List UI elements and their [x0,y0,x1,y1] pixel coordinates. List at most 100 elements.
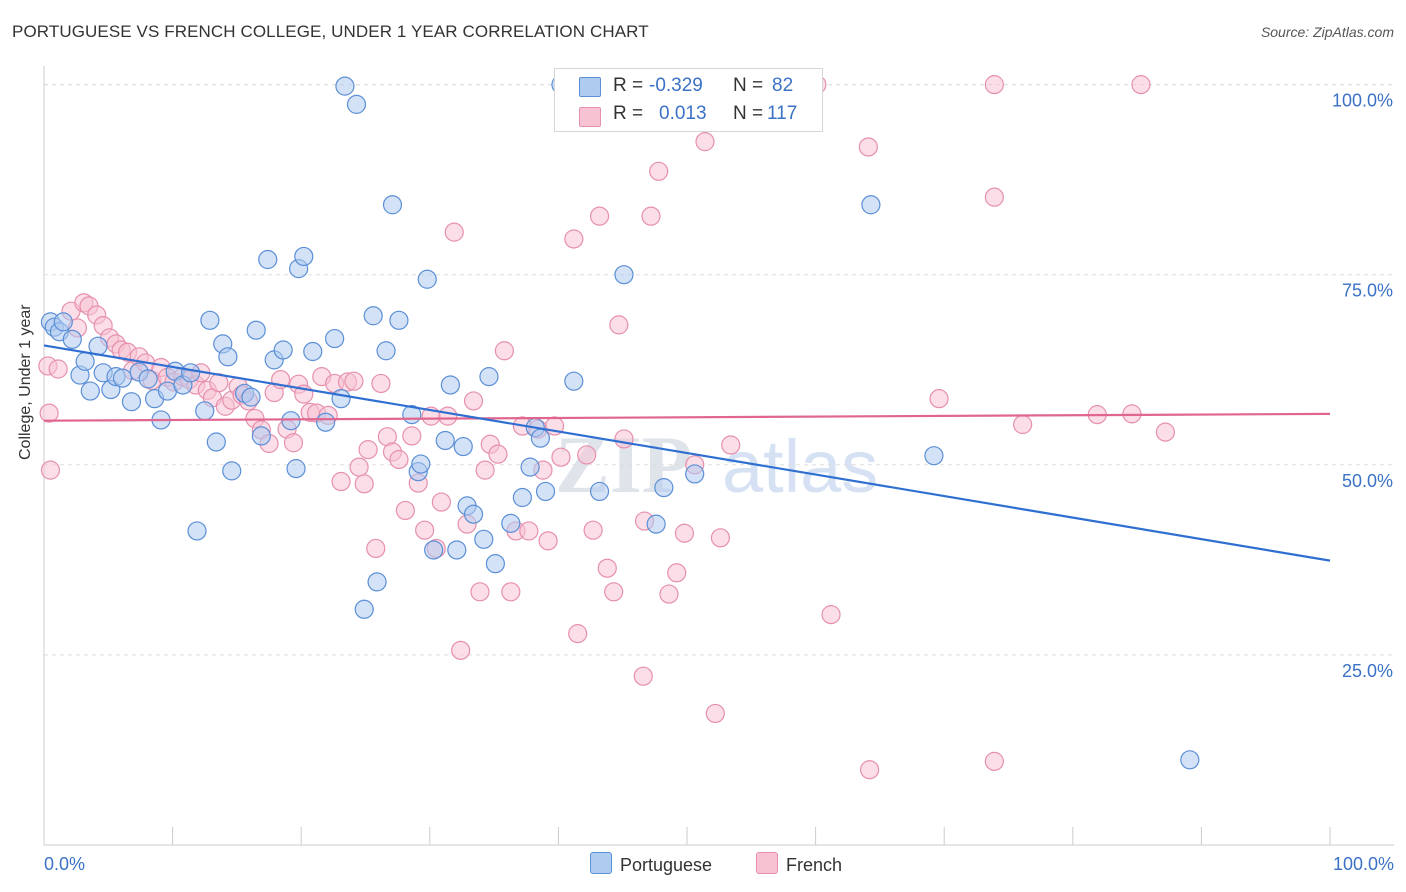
portuguese-point [1180,750,1200,770]
portuguese-r-value: -0.329 [649,75,703,96]
french-point [488,444,508,464]
french-point [984,187,1004,207]
french-point [614,429,634,449]
grid-lines [44,84,1394,656]
french-point [463,391,484,411]
portuguese-point [195,401,215,421]
portuguese-point [331,389,351,409]
french-r-label: R = [613,103,644,124]
french-point [395,500,415,521]
portuguese-point [861,195,881,215]
portuguese-point [512,487,532,508]
trend-lines [43,344,1331,562]
y-tick-label: 75.0% [1342,281,1393,301]
legend-row-portuguese: R = -0.329 N = 82 [555,71,822,101]
portuguese-point [335,76,355,96]
source-label: Source: ZipAtlas.com [1260,24,1394,40]
portuguese-point [367,572,387,592]
portuguese-point [411,454,431,474]
french-point [583,520,603,540]
french-point [48,359,68,379]
french-point [1013,414,1033,435]
french-point [984,75,1004,95]
y-tick-label: 100.0% [1332,91,1393,111]
portuguese-point [181,363,201,383]
portuguese-point [685,464,705,484]
french-legend-label: French [786,855,843,875]
french-point [674,523,695,543]
french-point [984,751,1004,771]
french-point [564,229,584,249]
portuguese-trend-line [43,344,1331,562]
portuguese-point [346,94,367,114]
french-point [494,341,514,361]
portuguese-point [363,306,383,326]
portuguese-point [325,328,345,349]
portuguese-point [453,436,473,457]
portuguese-point [273,340,293,360]
french-point [659,584,679,604]
portuguese-point [138,369,158,389]
french-point [501,582,521,602]
legend-item-portuguese: Portuguese [590,852,712,876]
french-point [633,666,653,686]
french-point [366,538,386,559]
portuguese-n-label: N = [733,75,764,96]
portuguese-point [222,461,242,481]
portuguese-point [463,504,484,524]
french-trend-line [43,412,1331,422]
french-point [402,426,422,446]
portuguese-point [564,371,584,391]
french-point [577,445,597,465]
portuguese-point [520,457,540,477]
portuguese-point [485,554,505,574]
portuguese-point [281,411,301,431]
french-point [349,457,369,477]
stats-legend: R = -0.329 N = 82 R = 0.013 N = 117 [554,68,823,132]
portuguese-point [535,481,556,502]
portuguese-point [614,265,634,285]
french-point [331,471,351,492]
portuguese-point [200,310,220,330]
portuguese-point [924,446,944,466]
portuguese-point [354,599,374,619]
portuguese-r-label: R = [613,75,644,96]
french-point [40,460,61,480]
portuguese-point [447,540,467,560]
y-tick-labels: 25.0% 50.0% 75.0% 100.0% [1332,91,1393,681]
french-point [354,474,374,494]
french-point [39,403,59,423]
x-tick-label-min: 0.0% [44,854,85,874]
french-point [451,640,471,660]
portuguese-point [303,341,323,362]
portuguese-point [435,430,455,451]
french-n-label: N = [733,103,764,124]
french-point [721,435,741,455]
portuguese-point [417,269,437,289]
french-point [344,371,364,391]
french-point [821,605,841,625]
french-point [667,563,687,583]
y-tick-label: 50.0% [1342,471,1393,491]
portuguese-point [479,367,499,387]
french-point [649,161,669,181]
french-point [389,449,409,470]
portuguese-point [112,368,133,388]
french-point [705,703,725,724]
portuguese-point [62,329,82,349]
french-point [551,447,571,467]
portuguese-point [589,481,610,502]
french-n-value: 117 [767,103,798,124]
french-point [431,492,451,512]
portuguese-point [286,459,306,479]
french-point [641,206,661,226]
french-point [538,531,558,551]
portuguese-point [376,341,396,361]
portuguese-point [246,320,266,340]
portuguese-point [53,312,73,332]
portuguese-n-value: 82 [772,75,794,96]
axes [43,66,1394,846]
french-legend-swatch [756,852,778,874]
french-point [609,315,629,335]
